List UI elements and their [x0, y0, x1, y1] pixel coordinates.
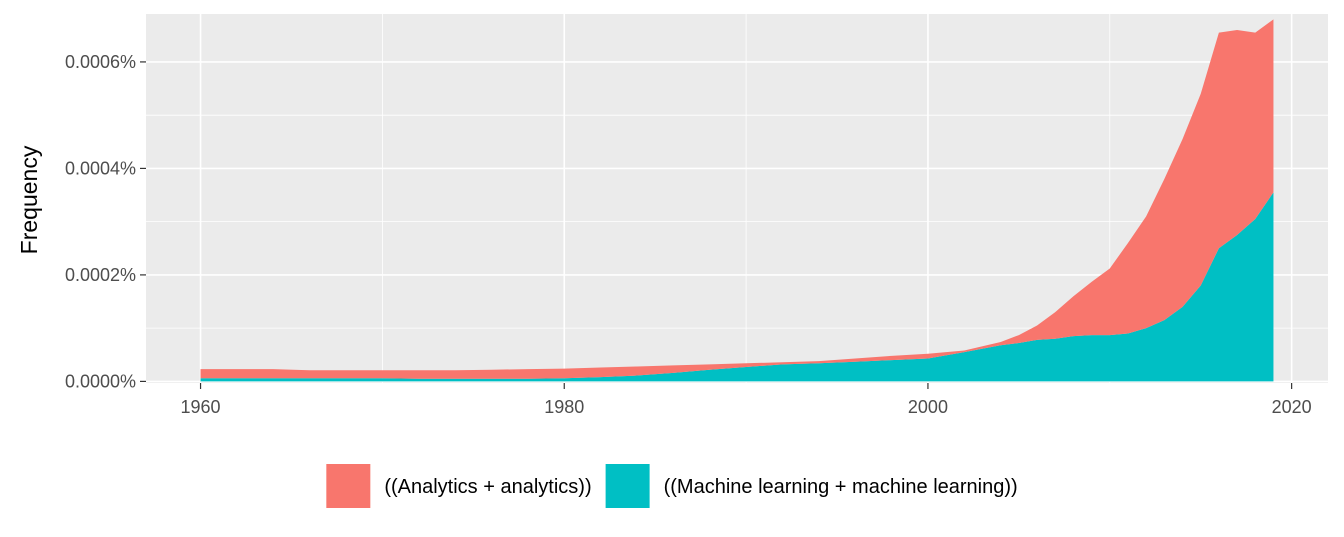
legend-key-1 [326, 464, 371, 508]
legend-label-1: ((Analytics + analytics)) [384, 476, 591, 498]
legend-item-2: ((Machine learning + machine learning)) [605, 464, 1018, 508]
legend-item-1: ((Analytics + analytics)) [326, 464, 592, 508]
area-series [200, 19, 1274, 382]
legend-key-2 [605, 464, 650, 508]
x-tick-label: 2020 [1272, 397, 1312, 417]
y-tick-label: 0.0000% [65, 371, 136, 391]
axes: 0.0000% 0.0002% 0.0004% 0.0006% 1960 1980 2000… [65, 52, 1312, 417]
x-tick-label: 2000 [908, 397, 948, 417]
x-tick-label: 1980 [544, 397, 584, 417]
y-tick-label: 0.0002% [65, 265, 136, 285]
legend-label-2: ((Machine learning + machine learning)) [664, 476, 1018, 498]
area-series-2 [200, 192, 1274, 382]
y-tick-label: 0.0006% [65, 52, 136, 72]
legend: ((Analytics + analytics)) ((Machine learn… [326, 464, 1018, 508]
y-axis-title: Frequency [16, 145, 42, 254]
x-tick-label: 1960 [181, 397, 221, 417]
y-tick-label: 0.0004% [65, 158, 136, 178]
